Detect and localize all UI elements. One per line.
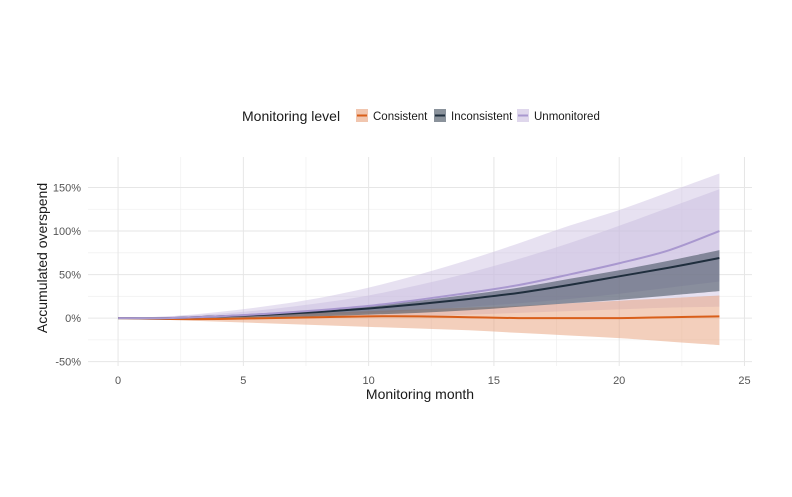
x-tick-label: 0	[115, 375, 121, 387]
x-axis-title: Monitoring month	[366, 386, 474, 402]
legend: Monitoring level Consistent Inconsistent U…	[242, 108, 600, 124]
legend-label-consistent: Consistent	[373, 111, 428, 123]
x-tick-label: 5	[240, 375, 246, 387]
series-lines	[118, 230, 720, 321]
x-tick-label: 25	[738, 375, 750, 387]
y-tick-label: 100%	[53, 226, 81, 238]
line-unmonitored	[118, 230, 720, 320]
x-tick-label: 15	[488, 375, 500, 387]
legend-label-inconsistent: Inconsistent	[451, 111, 513, 123]
y-tick-label: 150%	[53, 182, 81, 194]
x-tick-label: 10	[363, 375, 375, 387]
y-tick-label: 0%	[65, 313, 81, 325]
line-consistent	[118, 315, 720, 321]
band-inconsistent	[118, 250, 720, 319]
tick-labels: 0 5 10 15 20 25 -50% 0% 50% 100% 150%	[53, 182, 751, 387]
y-axis-title: Accumulated overspend	[34, 183, 50, 333]
confidence-bands	[118, 173, 720, 346]
band-consistent	[118, 295, 720, 346]
legend-title: Monitoring level	[242, 108, 340, 124]
legend-label-unmonitored: Unmonitored	[534, 111, 600, 123]
x-tick-label: 20	[613, 375, 625, 387]
y-tick-label: -50%	[55, 357, 81, 369]
y-tick-label: 50%	[59, 270, 81, 282]
